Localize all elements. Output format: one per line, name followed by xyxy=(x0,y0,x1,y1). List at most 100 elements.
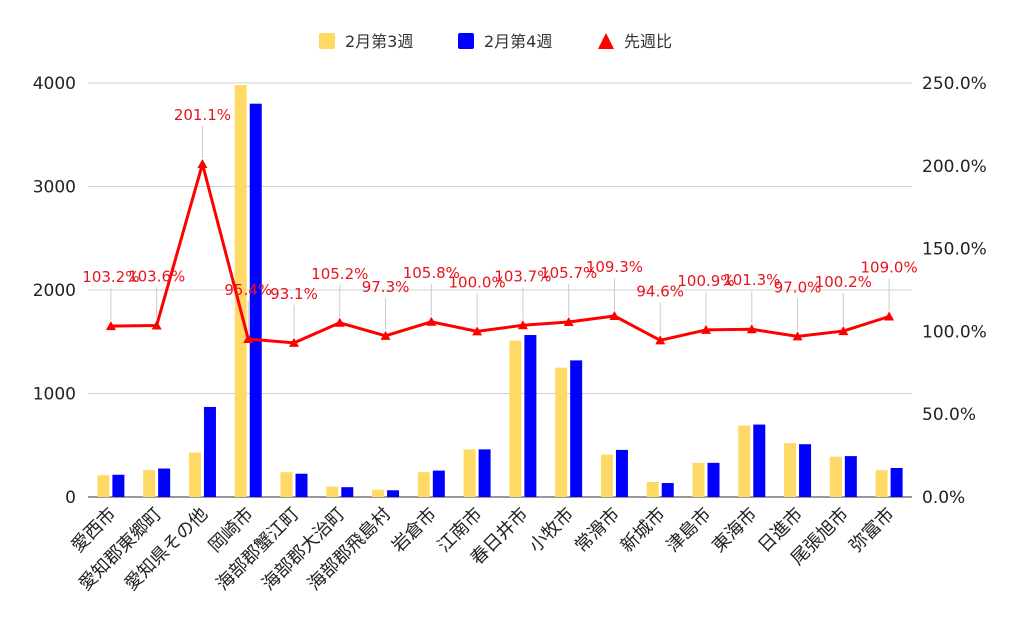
ratio-label: 103.6% xyxy=(128,267,185,285)
left-y-axis: 0 1000 2000 3000 4000 xyxy=(33,74,76,508)
ratio-marker xyxy=(105,321,116,331)
legend-label: 2月第3週 xyxy=(345,32,413,51)
gridlines xyxy=(88,82,912,498)
ratio-label: 105.7% xyxy=(540,264,597,282)
bar-week4 xyxy=(478,449,491,497)
ratio-label: 100.2% xyxy=(815,273,872,291)
right-y-axis: 0.0% 50.0% 100.0% 150.0% 200.0% 250.0% xyxy=(922,74,987,508)
category-label: 岩倉市 xyxy=(388,504,441,557)
legend-item: 2月第4週 xyxy=(458,32,552,51)
bar-week3 xyxy=(234,85,247,497)
ratio-marker xyxy=(289,337,299,347)
bar-week3 xyxy=(600,454,613,497)
ratio-label: 100.9% xyxy=(677,272,734,290)
legend-triangle-icon xyxy=(598,33,614,49)
bar-week3 xyxy=(692,462,705,497)
right-tick-label: 250.0% xyxy=(922,74,987,94)
ratio-label: 94.6% xyxy=(636,282,684,300)
bar-week4 xyxy=(524,335,537,497)
label-leaders xyxy=(110,125,890,337)
bar-week4 xyxy=(844,456,857,497)
bar-week4 xyxy=(570,360,583,497)
category-label: 津島市 xyxy=(663,504,716,557)
bar-week3 xyxy=(646,481,659,497)
ratio-marker xyxy=(151,320,162,330)
legend-label: 先週比 xyxy=(624,32,672,51)
category-label: 新城市 xyxy=(617,504,670,557)
ratio-label: 105.2% xyxy=(311,265,368,283)
ratio-label: 97.0% xyxy=(774,278,822,296)
legend-item: 先週比 xyxy=(598,32,672,51)
legend-swatch xyxy=(458,33,474,49)
ratio-label: 93.1% xyxy=(270,285,318,303)
category-label: 東海市 xyxy=(708,504,761,557)
bar-week3 xyxy=(784,443,797,497)
bar-week4 xyxy=(890,468,903,497)
ratio-marker xyxy=(517,320,528,330)
ratio-label: 103.7% xyxy=(494,267,551,285)
ratio-marker xyxy=(701,324,711,334)
bar-week4 xyxy=(707,462,720,497)
ratio-marker xyxy=(197,158,208,168)
bar-week3 xyxy=(417,472,430,497)
bar-week4 xyxy=(112,474,125,497)
category-label: 小牧市 xyxy=(525,504,578,557)
bar-week4 xyxy=(799,444,812,497)
ratio-labels: 103.2%103.6% 201.1% 95.4%93.1% 105.2%97.3% 1… xyxy=(82,106,917,303)
bar-week3 xyxy=(738,425,751,497)
ratio-label: 103.2% xyxy=(82,268,139,286)
right-tick-label: 50.0% xyxy=(922,405,976,425)
bar-week3 xyxy=(875,470,888,497)
bar-week3 xyxy=(555,367,568,497)
ratio-marker xyxy=(838,326,849,336)
ratio-marker xyxy=(746,324,757,334)
legend-label: 2月第4週 xyxy=(484,32,552,51)
bar-week4 xyxy=(387,490,400,497)
bar-week3 xyxy=(463,449,476,497)
bar-week3 xyxy=(829,456,842,497)
bar-week3 xyxy=(188,452,201,497)
bar-week3 xyxy=(143,470,156,497)
right-tick-label: 100.0% xyxy=(922,322,987,342)
ratio-line xyxy=(105,158,895,347)
ratio-marker xyxy=(655,335,666,345)
ratio-marker xyxy=(334,317,345,327)
bar-week3 xyxy=(280,472,293,497)
bar-week4 xyxy=(661,483,674,497)
ratio-marker xyxy=(884,311,895,321)
ratio-label: 101.3% xyxy=(723,271,780,289)
ratio-label: 95.4% xyxy=(224,281,272,299)
bar-week4 xyxy=(341,487,354,497)
right-tick-label: 150.0% xyxy=(922,240,987,260)
x-axis: 愛西市愛知郡東郷町愛知県その他岡崎市海部郡蟹江町海部郡大治町海部郡飛島村岩倉市江… xyxy=(67,504,898,595)
ratio-label: 201.1% xyxy=(174,106,231,124)
left-tick-label: 2000 xyxy=(33,281,76,301)
category-label: 弥富市 xyxy=(846,504,899,557)
bar-week3 xyxy=(372,489,385,497)
ratio-label: 100.0% xyxy=(449,273,506,291)
bar-week3 xyxy=(509,340,522,497)
bar-week4 xyxy=(203,406,216,497)
bar-week3 xyxy=(326,486,339,497)
bar-week4 xyxy=(158,468,171,497)
ratio-label: 109.0% xyxy=(861,258,918,276)
left-tick-label: 1000 xyxy=(33,385,76,405)
left-tick-label: 3000 xyxy=(33,178,76,198)
category-label: 常滑市 xyxy=(571,504,624,557)
ratio-label: 97.3% xyxy=(362,278,410,296)
ratio-marker xyxy=(792,331,803,341)
bar-week4 xyxy=(249,103,262,497)
left-tick-label: 4000 xyxy=(33,74,76,94)
ratio-marker xyxy=(426,316,437,326)
legend-item: 2月第3週 xyxy=(319,32,413,51)
bar-week3 xyxy=(97,475,110,497)
legend: 2月第3週 2月第4週 先週比 xyxy=(319,32,672,51)
legend-swatch xyxy=(319,33,335,49)
left-tick-label: 0 xyxy=(65,488,76,508)
ratio-marker xyxy=(472,326,483,336)
ratio-line-path xyxy=(110,162,890,345)
ratio-marker xyxy=(380,330,391,340)
bar-week4 xyxy=(615,449,628,497)
